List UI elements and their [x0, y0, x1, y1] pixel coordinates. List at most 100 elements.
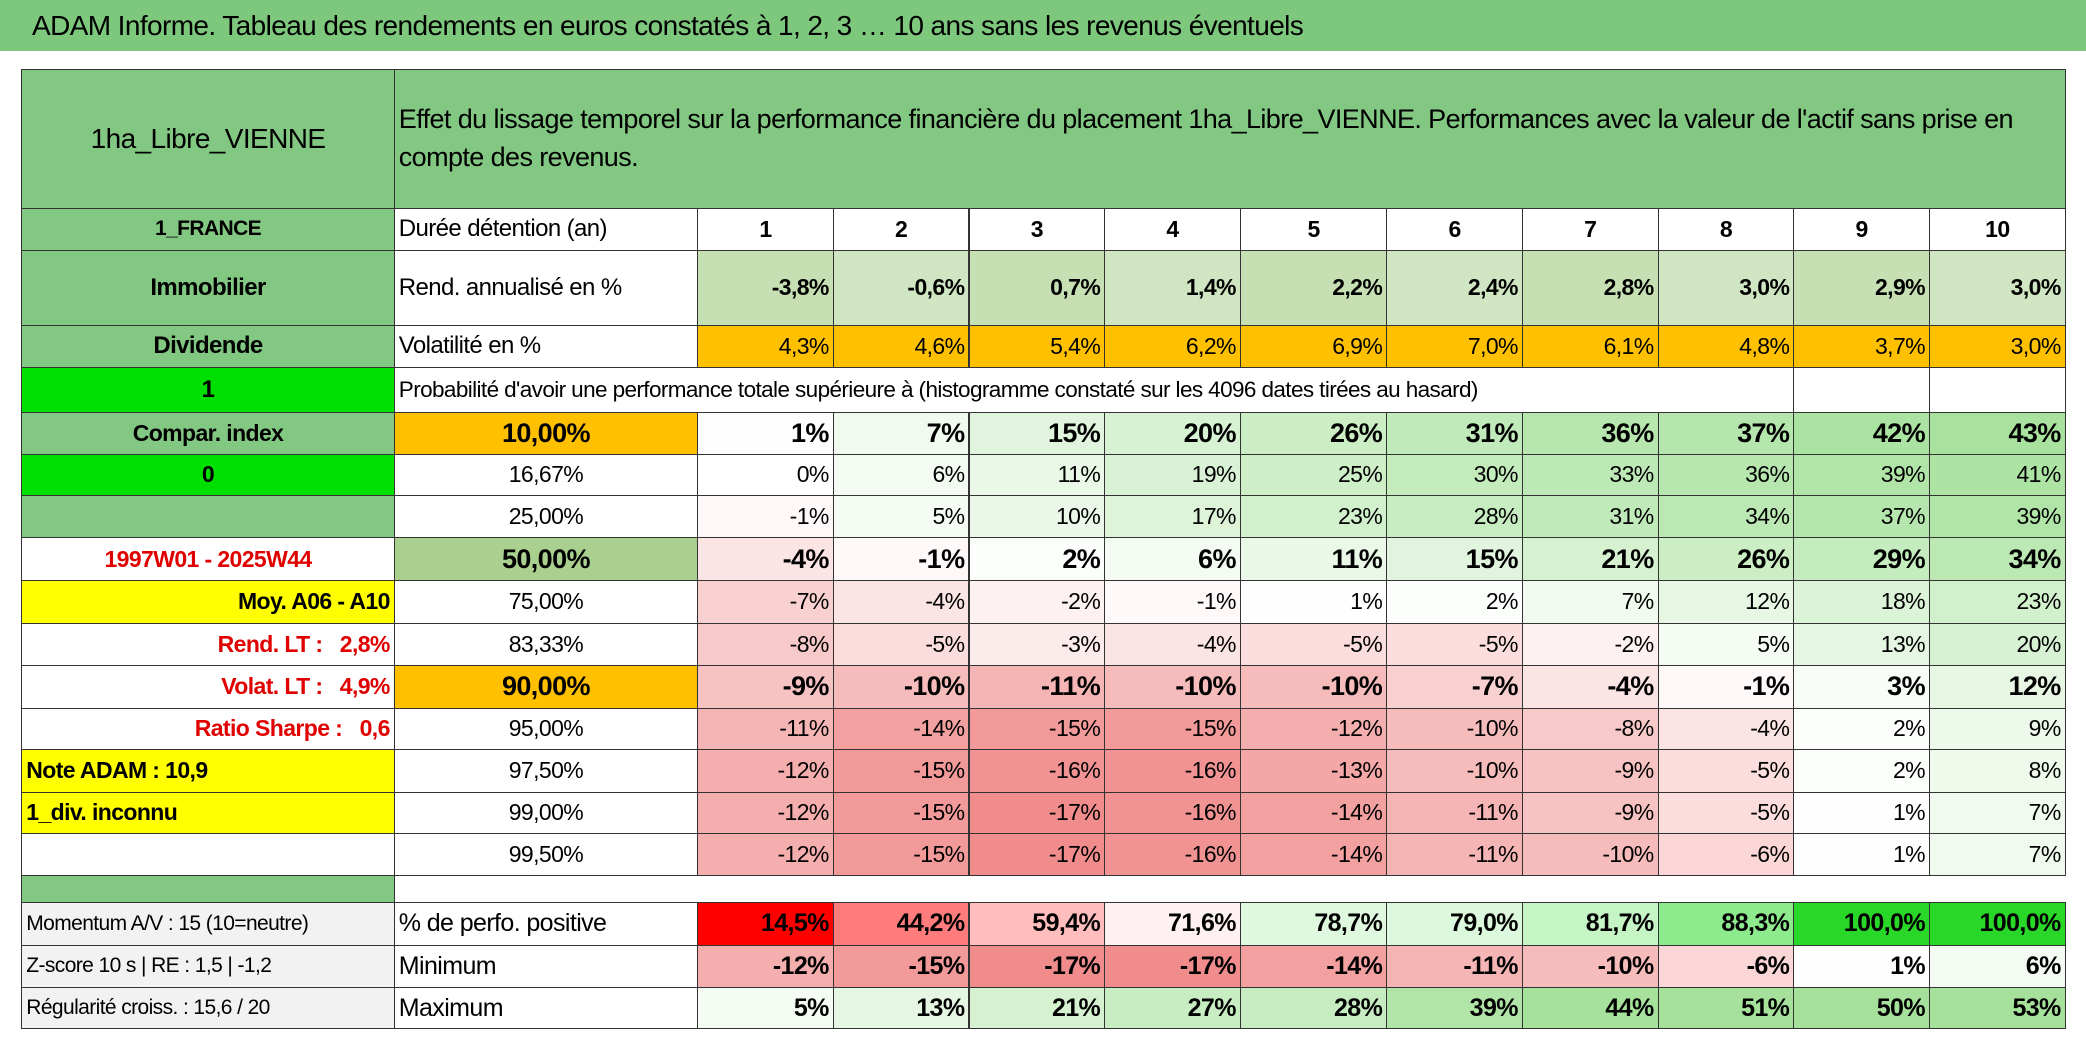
value-cell: 2,2% [1239, 250, 1388, 326]
value-cell: 26% [1239, 412, 1388, 455]
value-cell: 0% [697, 453, 834, 496]
value-cell: 23% [1929, 580, 2066, 624]
row-label: Durée détention (an) [393, 207, 699, 252]
value-cell: 34% [1657, 494, 1795, 539]
value-cell: -3% [968, 622, 1106, 667]
header-name: 1ha_Libre_VIENNE [21, 69, 395, 209]
value-cell: 39% [1386, 987, 1523, 1030]
value-cell: 3,0% [1657, 250, 1795, 326]
value-cell: 4,3% [697, 324, 834, 369]
value-cell: -9% [697, 665, 834, 709]
value-cell: 20% [1104, 412, 1241, 455]
value-cell: -5% [832, 622, 970, 667]
value-cell: -10% [1521, 832, 1659, 877]
value-cell: -4% [1104, 622, 1241, 667]
value-cell: -4% [832, 580, 970, 624]
value-cell: -7% [697, 580, 834, 624]
left-label: 1_FRANCE [21, 207, 395, 252]
value-cell: -6% [1657, 944, 1795, 989]
left-label [21, 494, 395, 539]
value-cell: -1% [697, 494, 834, 539]
left-label: Note ADAM : 10,9 [21, 748, 395, 793]
value-cell: -12% [697, 791, 834, 834]
value-cell: 5% [697, 987, 834, 1030]
value-cell: 6,2% [1104, 324, 1241, 369]
value-cell: 31% [1386, 412, 1523, 455]
value-cell: 53% [1929, 987, 2066, 1030]
row-label: Minimum [393, 944, 699, 989]
left-label: Momentum A/V : 15 (10=neutre) [21, 901, 395, 946]
value-cell: 27% [1104, 987, 1241, 1030]
column-header: 5 [1239, 207, 1388, 252]
value-cell: 28% [1386, 494, 1523, 539]
value-cell: 100,0% [1793, 901, 1930, 946]
value-cell: 33% [1521, 453, 1659, 496]
value-cell: 7% [1929, 832, 2066, 877]
percentile-label: 75,00% [393, 580, 699, 624]
left-label [21, 832, 395, 877]
column-header: 1 [697, 207, 834, 252]
value-cell: -5% [1657, 791, 1795, 834]
value-cell: 6% [832, 453, 970, 496]
value-cell: -16% [1104, 748, 1241, 793]
value-cell: 12% [1929, 665, 2066, 709]
value-cell: -15% [832, 944, 970, 989]
percentile-label: 97,50% [393, 748, 699, 793]
value-cell: 1% [697, 412, 834, 455]
value-cell: 2,8% [1521, 250, 1659, 326]
left-label: Z-score 10 s | RE : 1,5 | -1,2 [21, 944, 395, 989]
value-cell: -5% [1386, 622, 1523, 667]
value-cell: -16% [1104, 832, 1241, 877]
percentile-label: 99,50% [393, 832, 699, 877]
value-cell: 10% [968, 494, 1106, 539]
left-label: Ratio Sharpe : 0,6 [21, 707, 395, 750]
value-cell: -9% [1521, 791, 1659, 834]
value-cell: -11% [968, 665, 1106, 709]
value-cell: -12% [697, 944, 834, 989]
value-cell: 26% [1657, 537, 1795, 582]
value-cell: 5% [1657, 622, 1795, 667]
value-cell: 11% [968, 453, 1106, 496]
percentile-label: 99,00% [393, 791, 699, 834]
value-cell: -10% [1104, 665, 1241, 709]
column-header: 8 [1657, 207, 1795, 252]
left-label: Rend. LT : 2,8% [21, 622, 395, 667]
left-label: 1 [21, 367, 395, 414]
value-cell: 37% [1657, 412, 1795, 455]
value-cell: 7,0% [1386, 324, 1523, 369]
value-cell: 15% [1386, 537, 1523, 582]
value-cell: -7% [1386, 665, 1523, 709]
percentile-label: 10,00% [393, 412, 699, 455]
left-label: 0 [21, 453, 395, 496]
value-cell: -9% [1521, 748, 1659, 793]
empty-cell [1793, 367, 1930, 414]
value-cell: -6% [1657, 832, 1795, 877]
value-cell: 18% [1793, 580, 1930, 624]
value-cell: 39% [1793, 453, 1930, 496]
value-cell: -12% [697, 748, 834, 793]
value-cell: -15% [968, 707, 1106, 750]
value-cell: -15% [832, 832, 970, 877]
value-cell: -2% [968, 580, 1106, 624]
column-header: 3 [968, 207, 1106, 252]
value-cell: 5,4% [968, 324, 1106, 369]
column-header: 6 [1386, 207, 1523, 252]
value-cell: 81,7% [1521, 901, 1659, 946]
value-cell: 36% [1521, 412, 1659, 455]
column-header: 9 [1793, 207, 1930, 252]
value-cell: 42% [1793, 412, 1930, 455]
value-cell: -4% [697, 537, 834, 582]
value-cell: 4,6% [832, 324, 970, 369]
value-cell: 2% [1793, 748, 1930, 793]
value-cell: -14% [1239, 832, 1388, 877]
value-cell: -17% [968, 791, 1106, 834]
empty-cell [1929, 367, 2066, 414]
value-cell: -10% [832, 665, 970, 709]
left-label: Immobilier [21, 250, 395, 326]
value-cell: -11% [697, 707, 834, 750]
probability-text: Probabilité d'avoir une performance tota… [393, 367, 1795, 414]
column-header: 2 [832, 207, 970, 252]
row-label: % de perfo. positive [393, 901, 699, 946]
value-cell: 100,0% [1929, 901, 2066, 946]
